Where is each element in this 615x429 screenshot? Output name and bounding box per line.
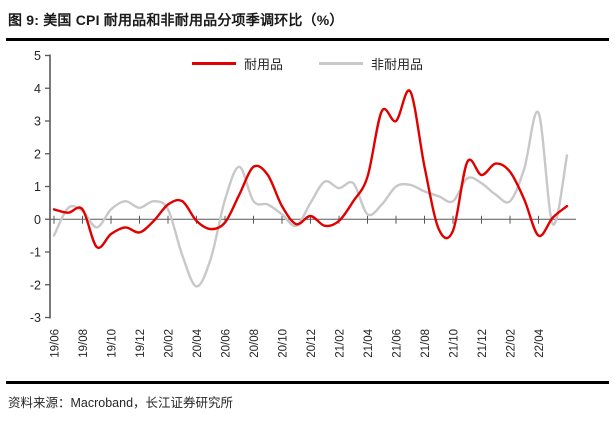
y-axis-tick-label: 5	[34, 49, 41, 63]
x-axis-tick-label: 22/02	[506, 329, 518, 358]
legend-label-durables: 耐用品	[243, 57, 283, 72]
x-axis-tick-label: 21/06	[392, 329, 404, 358]
series-line-nondurables	[52, 110, 569, 288]
y-axis-tick-label: 1	[34, 180, 41, 194]
x-axis-tick-label: 19/08	[78, 329, 90, 358]
x-axis-tick-label: 20/04	[192, 328, 204, 357]
top-divider	[6, 38, 609, 41]
legend-item-durables: 耐用品	[191, 54, 283, 73]
x-axis-tick-label: 19/12	[135, 329, 147, 358]
chart-legend: 耐用品 非耐用品	[0, 54, 615, 73]
source-note: 资料来源：Macroband，长江证券研究所	[8, 396, 234, 410]
x-axis-tick-label: 21/12	[477, 329, 489, 358]
y-axis-tick-label: 2	[34, 147, 41, 161]
x-axis-tick-label: 20/02	[164, 329, 176, 358]
x-axis-tick-label: 21/02	[335, 329, 347, 358]
y-axis-tick-label: -2	[30, 278, 41, 292]
y-axis-tick-label: 4	[34, 82, 41, 96]
y-axis-tick-label: 0	[34, 213, 41, 227]
y-axis-tick-label: 3	[34, 115, 41, 129]
legend-label-nondurables: 非耐用品	[371, 57, 424, 72]
nondurables-line-swatch	[319, 62, 363, 65]
x-axis-tick-label: 21/08	[420, 329, 432, 358]
x-axis-tick-label: 21/04	[363, 328, 375, 357]
x-axis-tick-label: 20/08	[249, 329, 261, 358]
x-axis-tick-label: 20/10	[278, 329, 290, 358]
x-axis-tick-label: 22/04	[534, 328, 546, 357]
series-line-durables	[52, 89, 569, 250]
y-axis-tick-label: -3	[30, 311, 41, 325]
x-axis-tick-label: 19/06	[50, 329, 62, 358]
legend-item-nondurables: 非耐用品	[319, 54, 423, 73]
y-axis-tick-label: -1	[30, 246, 41, 260]
durables-line-swatch	[191, 62, 236, 65]
x-axis-tick-label: 20/12	[306, 329, 318, 358]
x-axis-tick-label: 21/10	[449, 329, 461, 358]
bottom-divider	[6, 381, 609, 384]
figure-title: 图 9: 美国 CPI 耐用品和非耐用品分项季调环比（%）	[8, 12, 344, 28]
x-axis-tick-label: 20/06	[221, 329, 233, 358]
x-axis-tick-label: 19/10	[107, 329, 119, 358]
